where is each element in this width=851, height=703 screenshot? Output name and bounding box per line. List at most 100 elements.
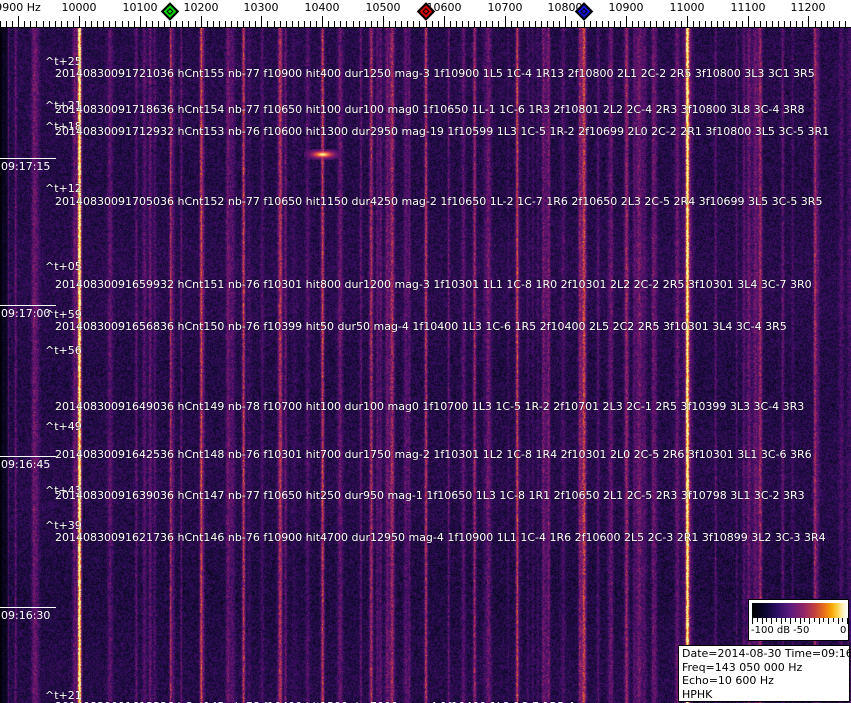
ruler-tick-minor [827,21,828,28]
ruler-tick-minor [377,21,378,28]
ruler-tick-minor [590,21,591,28]
colour-scale-tick [819,618,820,624]
time-axis-rule [0,305,56,306]
ruler-tick-minor [845,21,846,28]
ruler-tick-minor [97,21,98,28]
ruler-tick-minor [231,21,232,28]
colour-scale-tick [838,618,839,624]
event-time-tag: ^t+56 [45,344,82,357]
event-time-tag: ^t+49 [45,420,82,433]
time-axis-label: 09:17:00 [1,307,51,320]
ruler-tick-minor [736,21,737,28]
ruler-tick-minor [620,21,621,28]
colour-scale-min-label: -100 dB [751,625,791,636]
ruler-tick-minor [669,21,670,28]
time-axis-label: 09:17:15 [1,160,51,173]
ruler-tick-minor [760,21,761,28]
ruler-tick-minor [839,21,840,28]
event-detection-line: 20140830091621736 hCnt146 nb-76 f10900 h… [55,531,826,544]
colour-scale-max-label: 0 [840,625,847,636]
ruler-tick-minor [73,21,74,28]
ruler-tick-major [322,16,323,28]
ruler-tick-minor [255,21,256,28]
marker-green-icon[interactable] [160,2,180,21]
ruler-tick-minor [340,21,341,28]
ruler-tick-minor [249,21,250,28]
ruler-tick-minor [419,21,420,28]
event-time-tag: ^t+21 [45,99,82,112]
ruler-tick-major [808,16,809,28]
ruler-tick-minor [371,21,372,28]
ruler-tick-minor [195,21,196,28]
waterfall-canvas[interactable] [0,28,851,703]
ruler-label: 10100 [122,1,158,14]
ruler-tick-minor [0,21,1,28]
ruler-tick-minor [426,21,427,28]
event-detection-line: 20140830091721036 hCnt155 nb-77 f10900 h… [55,67,815,80]
ruler-label: 11000 [669,1,705,14]
ruler-tick-major [565,16,566,28]
event-detection-line: 20140830091659932 hCnt151 nb-76 f10301 h… [55,278,812,291]
colour-scale-tick [814,618,815,622]
ruler-tick-minor [109,21,110,28]
event-time-tag: ^t+43 [45,484,82,497]
colour-scale-tick [776,618,777,622]
waterfall-display[interactable] [0,28,851,703]
ruler-tick-minor [468,21,469,28]
ruler-tick-minor [85,21,86,28]
ruler-tick-minor [298,21,299,28]
ruler-tick-minor [529,21,530,28]
ruler-tick-minor [310,21,311,28]
ruler-tick-minor [413,21,414,28]
colour-scale-tick [766,618,767,622]
event-time-tag: ^t+39 [45,519,82,532]
ruler-label: 10200 [183,1,219,14]
frequency-ruler[interactable]: 9900 Hz 10000 10100 10200 10300 10400 10500 106… [0,0,851,28]
ruler-tick-minor [61,21,62,28]
ruler-tick-minor [608,21,609,28]
ruler-tick-minor [103,21,104,28]
ruler-tick-minor [559,21,560,28]
ruler-tick-minor [742,21,743,28]
ruler-baseline [0,27,851,28]
ruler-tick-minor [389,21,390,28]
ruler-label: 10900 [608,1,644,14]
ruler-label: 10500 [365,1,401,14]
ruler-tick-major [140,16,141,28]
event-time-tag: ^t+21 [45,689,82,702]
colour-scale-tick [781,618,782,624]
ruler-tick-minor [12,21,13,28]
ruler-tick-minor [304,21,305,28]
ruler-tick-minor [280,21,281,28]
event-time-tag: ^t+05 [45,260,82,273]
ruler-tick-minor [67,21,68,28]
event-detection-line: 20140830091712932 hCnt153 nb-76 f10600 h… [55,125,830,138]
ruler-tick-minor [6,21,7,28]
station-info-box: Date=2014-08-30 Time=09:16 UTC Freq=143 … [678,645,851,702]
ruler-tick-minor [717,21,718,28]
ruler-tick-minor [644,21,645,28]
ruler-label: 10000 [61,1,97,14]
ruler-tick-minor [656,21,657,28]
ruler-tick-major [79,16,80,28]
colour-scale-tick [771,618,772,624]
ruler-tick-minor [24,21,25,28]
ruler-tick-minor [772,21,773,28]
ruler-tick-minor [213,21,214,28]
ruler-tick-major [383,16,384,28]
ruler-tick-minor [122,21,123,28]
ruler-tick-minor [207,21,208,28]
ruler-tick-minor [705,21,706,28]
ruler-tick-minor [36,21,37,28]
ruler-tick-minor [577,21,578,28]
ruler-tick-minor [182,21,183,28]
ruler-tick-major [201,16,202,28]
ruler-tick-minor [723,21,724,28]
ruler-tick-minor [474,21,475,28]
ruler-tick-minor [243,21,244,28]
colour-scale-tick [847,618,848,624]
ruler-tick-minor [802,21,803,28]
colour-scale-tick [833,618,834,622]
ruler-tick-minor [152,21,153,28]
colour-scale-tick [757,618,758,622]
